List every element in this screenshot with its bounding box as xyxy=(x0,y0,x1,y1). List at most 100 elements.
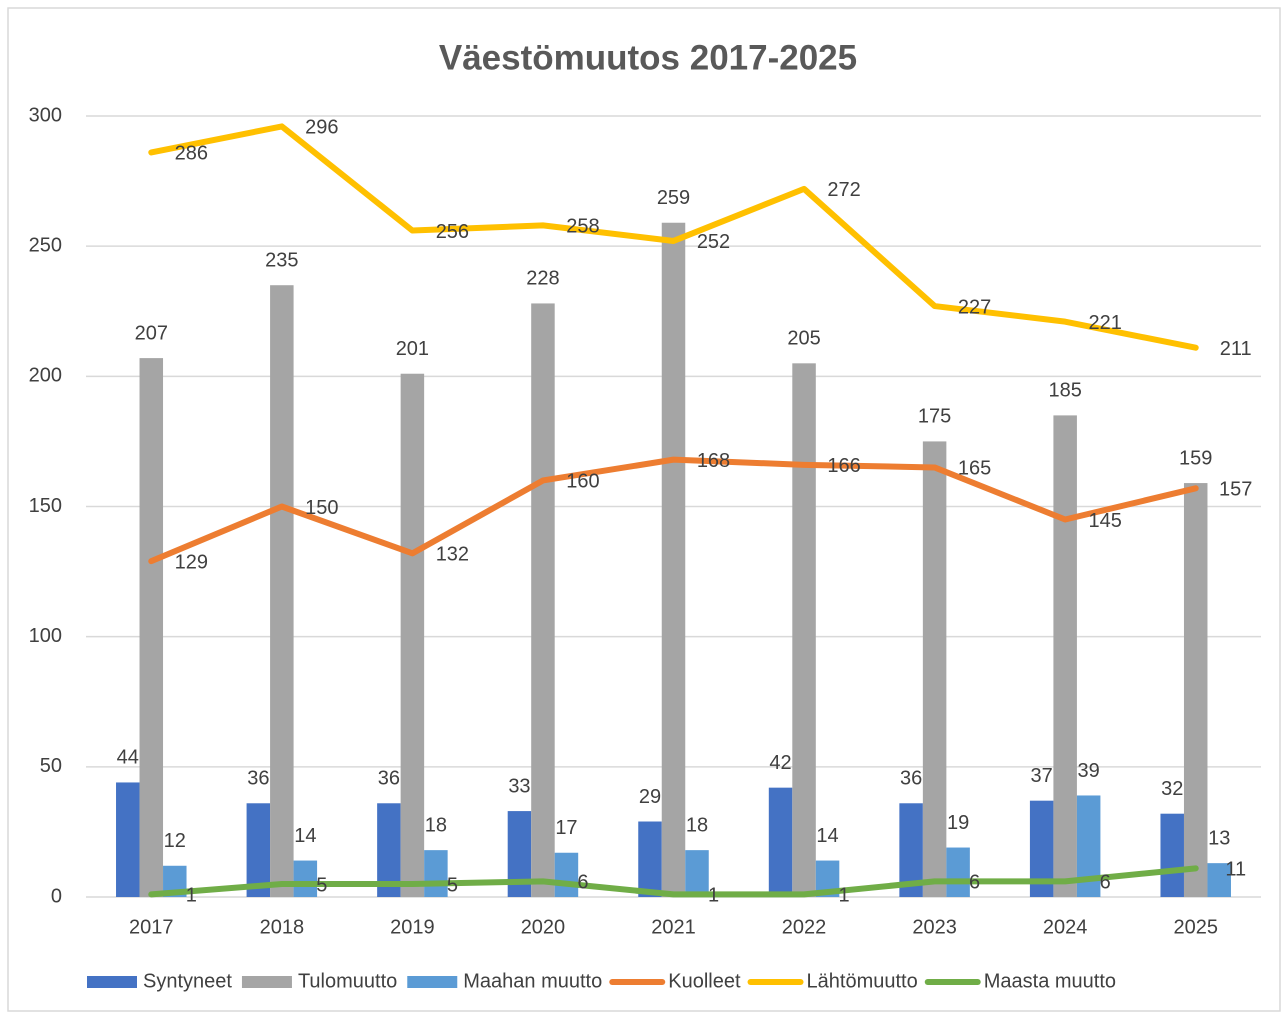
labels: 2017 2018 2019 2020 2021 2022 2023 2024 2025 44 36… xyxy=(117,117,1253,939)
bar xyxy=(815,860,840,897)
data-label: 207 xyxy=(135,322,168,344)
data-label: 18 xyxy=(686,814,708,836)
bar xyxy=(1076,795,1101,897)
data-label: 6 xyxy=(1100,872,1111,894)
data-label: 14 xyxy=(294,825,316,847)
bars xyxy=(116,222,1231,898)
legend-label: Maahan muutto xyxy=(463,970,602,992)
data-label: 29 xyxy=(639,786,661,808)
x-tick-label: 2017 xyxy=(129,916,174,938)
x-tick-label: 2020 xyxy=(521,916,566,938)
data-label: 5 xyxy=(447,874,458,896)
legend-label: Kuolleet xyxy=(668,970,741,992)
line xyxy=(148,456,1199,565)
y-tick-label: 0 xyxy=(51,885,62,907)
data-label: 235 xyxy=(265,249,298,271)
bar xyxy=(922,441,947,897)
data-label: 221 xyxy=(1088,312,1121,334)
data-label: 166 xyxy=(827,455,860,477)
chart-title: Väestömuutos 2017-2025 xyxy=(439,38,857,77)
data-label: 150 xyxy=(305,497,338,519)
data-label: 227 xyxy=(958,296,991,318)
y-tick-label: 100 xyxy=(29,625,62,647)
data-label: 5 xyxy=(316,874,327,896)
data-label: 1 xyxy=(186,885,197,907)
x-tick-label: 2018 xyxy=(260,916,305,938)
data-label: 201 xyxy=(396,338,429,360)
legend-swatch xyxy=(407,976,458,988)
y-tick-label: 250 xyxy=(29,234,62,256)
legend-label: Tulomuutto xyxy=(298,970,397,992)
legend-swatch xyxy=(87,976,137,988)
bar xyxy=(792,363,816,898)
data-label: 44 xyxy=(117,747,139,769)
data-label: 42 xyxy=(769,752,791,774)
x-tick-label: 2019 xyxy=(390,916,435,938)
data-label: 296 xyxy=(305,117,338,139)
data-label: 175 xyxy=(918,406,951,428)
data-label: 6 xyxy=(577,872,588,894)
y-tick-label: 200 xyxy=(29,365,62,387)
data-label: 258 xyxy=(566,216,599,238)
bar xyxy=(270,285,294,897)
data-label: 14 xyxy=(816,825,838,847)
data-label: 36 xyxy=(900,768,922,790)
bar xyxy=(661,222,686,897)
data-label: 36 xyxy=(247,768,269,790)
bar xyxy=(246,803,271,897)
data-label: 272 xyxy=(827,179,860,201)
data-label: 36 xyxy=(378,768,400,790)
data-label: 252 xyxy=(697,231,730,253)
bar xyxy=(685,850,709,897)
legend-label: Syntyneet xyxy=(143,970,232,992)
bar xyxy=(1029,800,1054,897)
y-tick-label: 300 xyxy=(29,104,62,126)
data-label: 259 xyxy=(657,187,690,209)
line xyxy=(148,865,1199,898)
data-label: 157 xyxy=(1219,479,1252,501)
x-tick-label: 2025 xyxy=(1173,916,1218,938)
y-tick-label: 150 xyxy=(29,495,62,517)
legend-swatch xyxy=(241,976,292,988)
bar xyxy=(638,821,662,897)
data-label: 12 xyxy=(164,830,186,852)
bar xyxy=(554,852,579,897)
x-tick-label: 2022 xyxy=(782,916,827,938)
x-tick-label: 2021 xyxy=(651,916,696,938)
bar xyxy=(946,847,970,897)
bar xyxy=(1207,863,1231,897)
bar xyxy=(531,303,555,897)
y-tick-label: 50 xyxy=(40,755,62,777)
data-label: 33 xyxy=(508,775,530,797)
line xyxy=(148,123,1199,351)
data-label: 286 xyxy=(175,143,208,165)
bar xyxy=(899,803,923,897)
data-label: 6 xyxy=(969,872,980,894)
data-label: 132 xyxy=(436,544,469,566)
bar xyxy=(377,803,401,897)
data-label: 11 xyxy=(1225,859,1246,881)
data-label: 159 xyxy=(1179,447,1212,469)
bar xyxy=(1160,813,1184,897)
data-label: 1 xyxy=(838,885,849,907)
bar xyxy=(116,782,140,897)
legend-label: Lähtömuutto xyxy=(807,970,918,992)
data-label: 256 xyxy=(436,221,469,243)
data-label: 32 xyxy=(1161,778,1183,800)
data-label: 1 xyxy=(708,885,719,907)
data-label: 205 xyxy=(787,328,820,350)
bar xyxy=(293,860,318,897)
data-label: 17 xyxy=(555,817,577,839)
bar xyxy=(139,358,164,897)
legend: Syntyneet Tulomuutto Maahan muutto Kuolleet… xyxy=(87,970,1116,992)
data-label: 160 xyxy=(566,471,599,493)
data-label: 168 xyxy=(697,450,730,472)
data-label: 13 xyxy=(1208,827,1230,849)
x-tick-label: 2024 xyxy=(1043,916,1088,938)
data-label: 145 xyxy=(1088,510,1121,532)
x-tick-label: 2023 xyxy=(912,916,957,938)
bar xyxy=(507,811,532,897)
bar xyxy=(1053,415,1077,897)
bar xyxy=(768,787,793,897)
